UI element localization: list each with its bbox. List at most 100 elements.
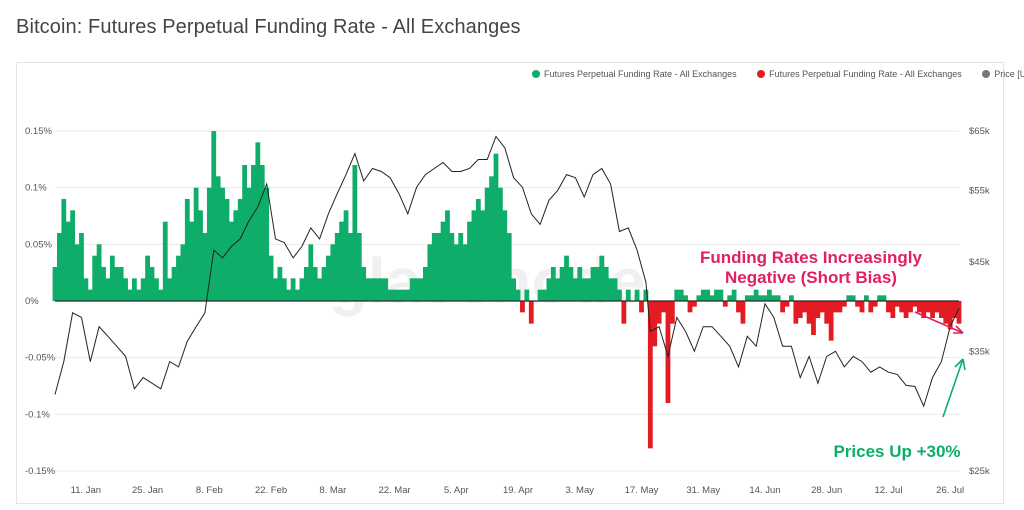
funding-bar-positive <box>105 278 111 301</box>
funding-bar-positive <box>515 289 521 301</box>
funding-bar-negative <box>652 301 658 347</box>
funding-bar-positive <box>524 289 530 301</box>
funding-bar-positive <box>264 187 270 301</box>
funding-bar-positive <box>480 210 486 301</box>
funding-bar-negative <box>908 301 913 313</box>
funding-bar-positive <box>224 199 230 301</box>
funding-bar-positive <box>268 255 274 301</box>
funding-bar-positive <box>458 233 464 301</box>
funding-bar-positive <box>678 289 684 301</box>
funding-arrow-icon <box>914 311 964 334</box>
funding-bar-positive <box>846 295 852 301</box>
funding-bar-positive <box>52 267 58 301</box>
funding-bar-positive <box>683 295 688 301</box>
funding-bar-negative <box>841 301 847 307</box>
funding-bar-positive <box>440 221 446 301</box>
funding-bar-positive <box>581 278 587 301</box>
funding-bar-positive <box>467 221 472 301</box>
funding-bar-negative <box>639 301 644 313</box>
funding-bar-positive <box>775 295 781 301</box>
funding-bar-negative <box>621 301 627 324</box>
funding-bar-negative <box>930 301 935 318</box>
funding-bar-positive <box>339 221 345 301</box>
funding-bar-positive <box>766 289 772 301</box>
funding-bar-positive <box>334 233 340 301</box>
price-line <box>54 135 960 408</box>
left-tick-label: 0% <box>25 296 39 307</box>
funding-bar-positive <box>749 295 755 301</box>
funding-bar-positive <box>489 176 494 301</box>
funding-bar-negative <box>943 301 949 324</box>
funding-bar-positive <box>255 142 261 301</box>
price-line-group <box>54 135 960 408</box>
funding-bar-positive <box>145 255 150 301</box>
funding-bar-positive <box>546 278 552 301</box>
funding-bar-positive <box>299 278 305 301</box>
funding-bar-negative <box>952 301 957 318</box>
funding-bar-negative <box>797 301 803 318</box>
funding-bar-positive <box>418 278 424 301</box>
funding-bar-positive <box>550 267 556 301</box>
funding-bar-negative <box>722 301 728 307</box>
legend-item-funding-positive[interactable]: Futures Perpetual Funding Rate - All Exc… <box>532 69 737 79</box>
funding-bar-negative <box>669 301 675 324</box>
funding-bar-positive <box>634 289 640 301</box>
funding-bar-positive <box>484 187 490 301</box>
funding-bar-positive <box>136 289 142 301</box>
x-tick-label: 8. Feb <box>196 485 223 496</box>
x-axis-ticks: 11. Jan 25. Jan 8. Feb 22. Feb 8. Mar 22. Mar… <box>71 485 965 496</box>
right-tick-label: $45k <box>969 257 990 268</box>
funding-bar-positive <box>83 278 89 301</box>
legend-item-funding-negative[interactable]: Futures Perpetual Funding Rate - All Exc… <box>757 69 962 79</box>
funding-bar-positive <box>850 295 856 301</box>
funding-bar-negative <box>780 301 786 313</box>
funding-bar-positive <box>74 244 80 301</box>
funding-bar-positive <box>308 244 314 301</box>
x-tick-label: 19. Apr <box>503 485 533 496</box>
funding-bar-positive <box>599 255 605 301</box>
funding-bar-negative <box>925 301 931 313</box>
funding-bar-positive <box>696 295 702 301</box>
funding-bar-negative <box>784 301 790 307</box>
funding-bar-positive <box>70 210 76 301</box>
funding-bar-negative <box>956 301 962 324</box>
funding-bar-positive <box>392 289 397 301</box>
left-tick-label: -0.15% <box>25 466 56 477</box>
funding-bar-negative <box>520 301 525 313</box>
funding-bar-positive <box>595 267 600 301</box>
funding-bar-positive <box>61 199 67 301</box>
funding-bar-positive <box>542 289 547 301</box>
funding-bar-positive <box>674 289 680 301</box>
funding-bar-negative <box>886 301 891 313</box>
funding-bar-positive <box>427 244 433 301</box>
page-title: Bitcoin: Futures Perpetual Funding Rate … <box>16 16 521 38</box>
funding-bar-positive <box>65 221 71 301</box>
legend-item-price[interactable]: Price [USD] <box>982 69 1024 79</box>
left-tick-label: -0.05% <box>25 353 56 364</box>
funding-bar-positive <box>57 233 62 301</box>
price-arrowhead-icon <box>954 358 966 371</box>
funding-bar-positive <box>242 165 248 301</box>
funding-bar-positive <box>206 187 212 301</box>
funding-bar-positive <box>295 289 300 301</box>
funding-bar-positive <box>572 278 578 301</box>
funding-bar-positive <box>237 199 243 301</box>
x-tick-label: 22. Feb <box>255 485 287 496</box>
funding-bar-positive <box>361 267 367 301</box>
funding-bar-positive <box>445 210 450 301</box>
funding-bar-positive <box>493 153 499 301</box>
funding-bar-negative <box>921 301 927 318</box>
funding-bar-positive <box>731 289 737 301</box>
funding-bar-positive <box>317 278 322 301</box>
funding-bar-positive <box>356 233 362 301</box>
funding-bar-positive <box>423 267 428 301</box>
funding-bar-positive <box>718 289 724 301</box>
funding-bar-negative <box>656 301 662 324</box>
left-tick-label: 0.1% <box>25 183 47 194</box>
funding-bar-positive <box>714 289 719 301</box>
funding-bar-positive <box>101 267 106 301</box>
funding-bar-positive <box>286 289 292 301</box>
funding-bar-negative <box>934 301 940 313</box>
funding-bar-positive <box>431 233 437 301</box>
right-axis-ticks: $65k $55k $45k $35k $25k <box>969 126 990 477</box>
